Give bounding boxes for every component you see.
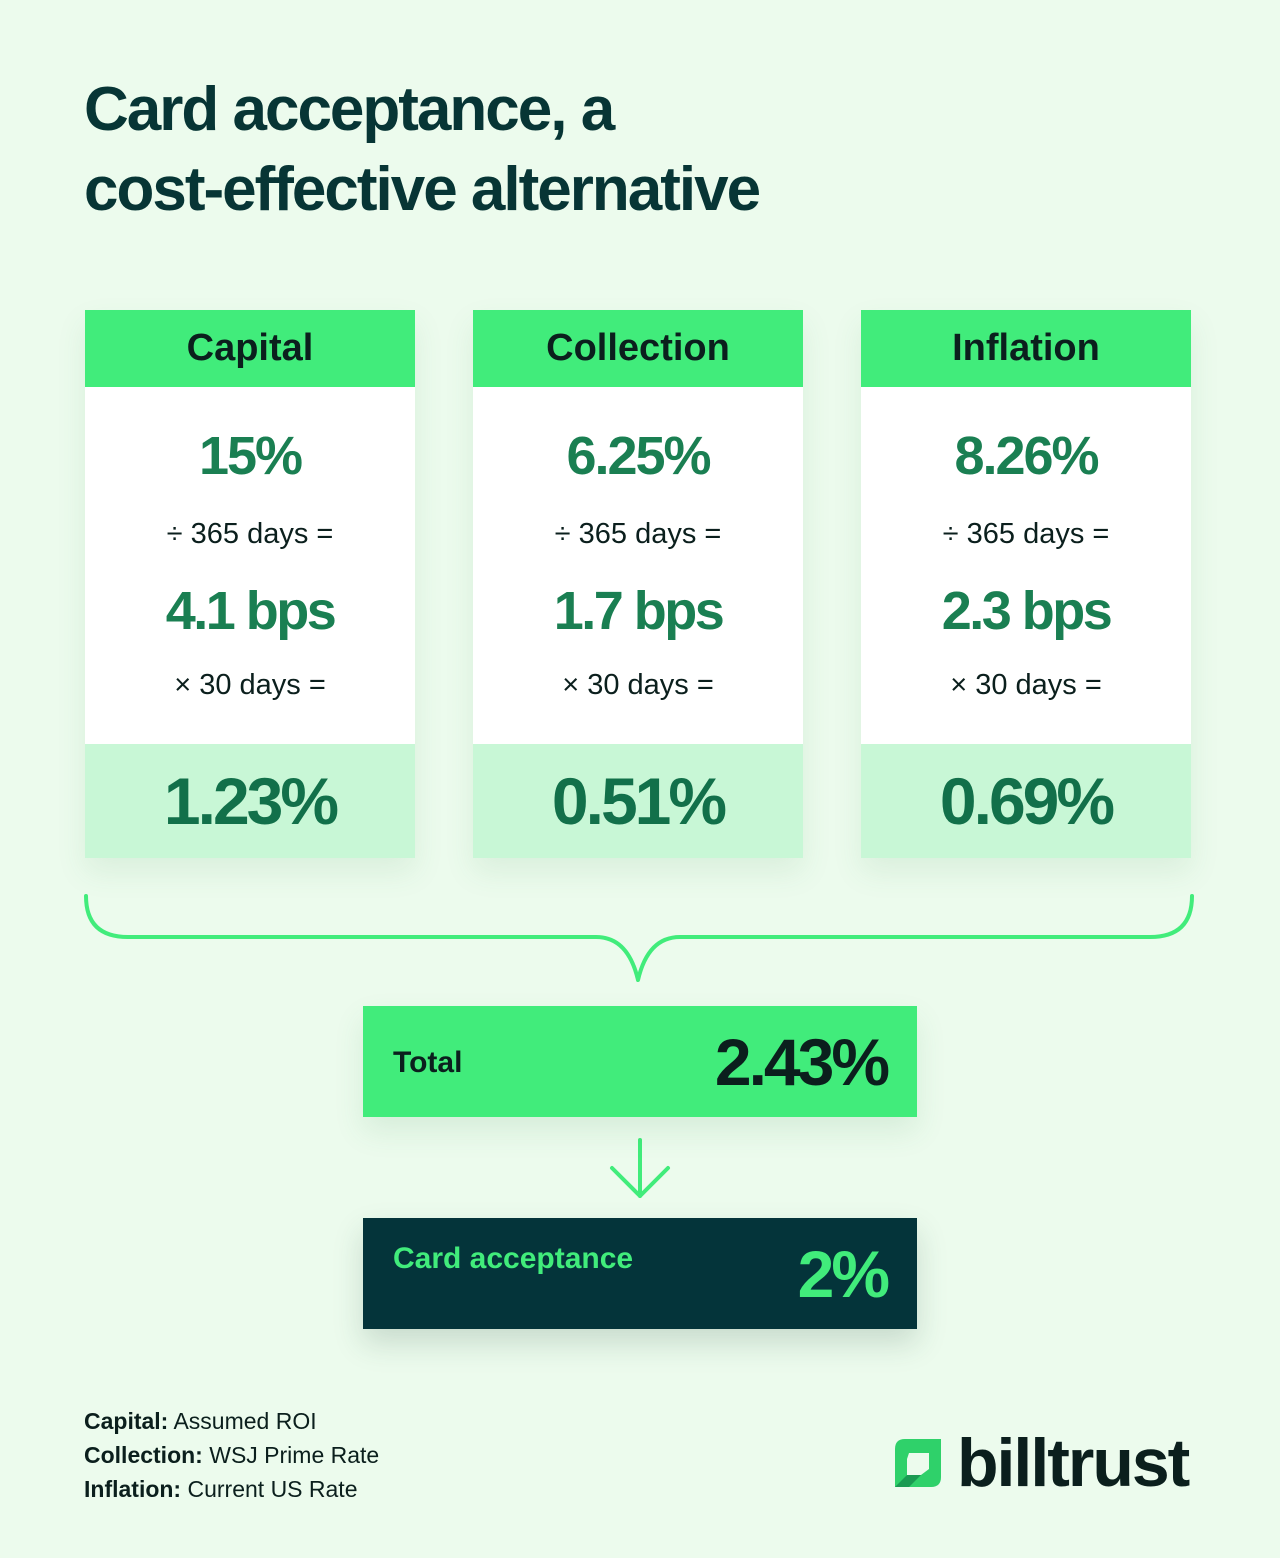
footnote-inflation: Inflation: Current US Rate — [84, 1472, 379, 1506]
multiply-operation: × 30 days = — [562, 669, 714, 701]
footnote-term: Inflation: — [84, 1476, 182, 1502]
daily-bps: 2.3 bps — [941, 581, 1113, 641]
card-acceptance-value: 2% — [797, 1237, 890, 1311]
daily-bps: 4.1 bps — [165, 581, 337, 641]
billtrust-wordmark: billtrust — [957, 1425, 1190, 1501]
collection-card: Collection 6.25% ÷ 365 days = 1.7 bps × … — [473, 310, 803, 858]
multiply-operation: × 30 days = — [950, 669, 1102, 701]
card-acceptance-box: Card acceptance 2% — [363, 1218, 917, 1329]
annual-rate: 6.25% — [566, 426, 711, 486]
page-title: Card acceptance, a cost-effective altern… — [84, 70, 761, 230]
divide-operation: ÷ 365 days = — [166, 518, 334, 550]
title-line-2: cost-effective alternative — [84, 155, 761, 224]
footnote-term: Collection: — [84, 1442, 203, 1468]
billtrust-logo-icon — [895, 1439, 941, 1487]
footnote-desc: WSJ Prime Rate — [202, 1442, 380, 1468]
card-heading: Inflation — [861, 310, 1191, 387]
total-value: 2.43% — [714, 1025, 890, 1099]
capital-card: Capital 15% ÷ 365 days = 4.1 bps × 30 da… — [85, 310, 415, 858]
daily-bps: 1.7 bps — [553, 581, 725, 641]
card-result: 0.69% — [861, 744, 1191, 858]
inflation-card: Inflation 8.26% ÷ 365 days = 2.3 bps × 3… — [861, 310, 1191, 858]
billtrust-logo: billtrust — [893, 1425, 1190, 1501]
card-result: 1.23% — [85, 744, 415, 858]
annual-rate: 15% — [198, 426, 303, 486]
multiply-operation: × 30 days = — [174, 669, 326, 701]
total-box: Total 2.43% — [363, 1006, 917, 1117]
card-result: 0.51% — [473, 744, 803, 858]
footnotes: Capital: Assumed ROI Collection: WSJ Pri… — [84, 1404, 379, 1506]
down-arrow-icon — [610, 1138, 670, 1198]
total-label: Total — [393, 1046, 463, 1079]
card-heading: Capital — [85, 310, 415, 387]
footnote-term: Capital: — [84, 1408, 169, 1434]
card-acceptance-label: Card acceptance — [393, 1242, 634, 1275]
title-line-1: Card acceptance, a — [84, 75, 615, 144]
footnote-desc: Assumed ROI — [168, 1408, 317, 1434]
brace-connector — [84, 894, 1194, 982]
divide-operation: ÷ 365 days = — [942, 518, 1110, 550]
card-heading: Collection — [473, 310, 803, 387]
footnote-collection: Collection: WSJ Prime Rate — [84, 1438, 379, 1472]
annual-rate: 8.26% — [954, 426, 1099, 486]
footnote-capital: Capital: Assumed ROI — [84, 1404, 379, 1438]
divide-operation: ÷ 365 days = — [554, 518, 722, 550]
footnote-desc: Current US Rate — [181, 1476, 358, 1502]
